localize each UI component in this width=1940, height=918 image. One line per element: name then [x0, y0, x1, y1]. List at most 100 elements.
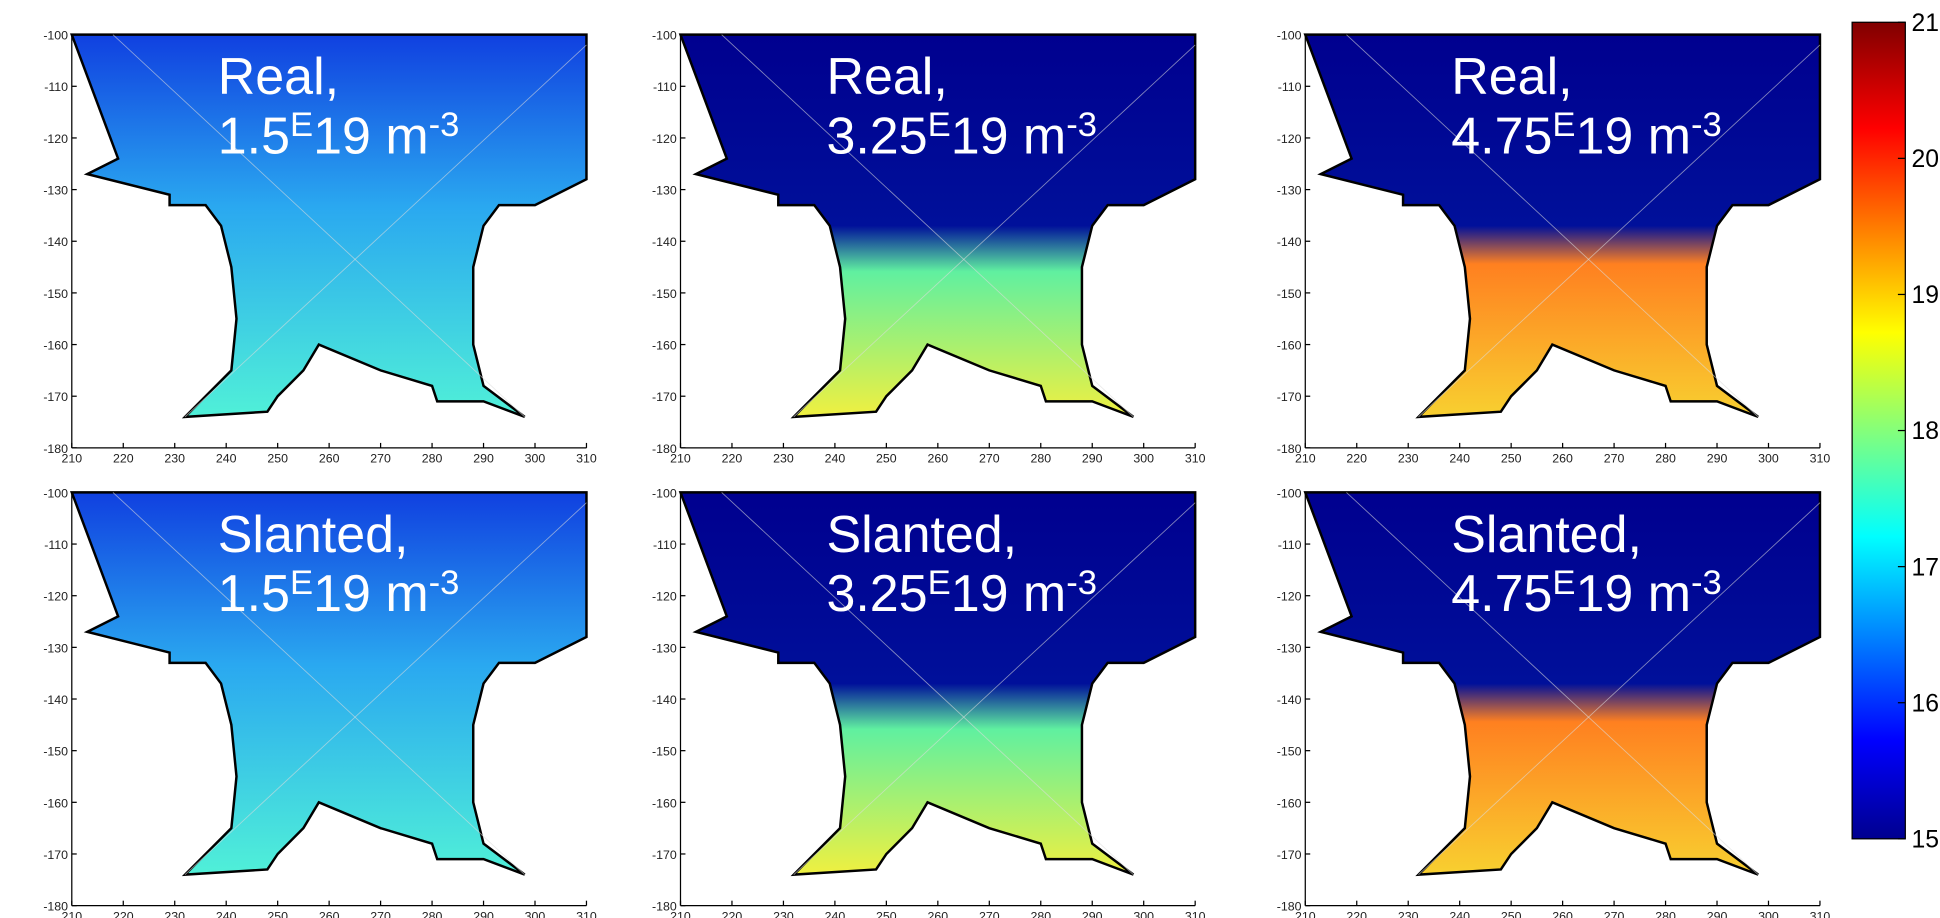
x-tick-label: 310 — [1185, 909, 1206, 918]
y-tick-label: -170 — [652, 390, 677, 404]
y-tick-label: -180 — [652, 900, 677, 914]
y-tick-label: -140 — [43, 693, 68, 707]
x-tick-label: 250 — [876, 909, 897, 918]
y-tick-label: -170 — [43, 848, 68, 862]
y-tick-label: -150 — [1277, 287, 1302, 301]
panel-title: Slanted, — [218, 506, 409, 564]
density-exp: E — [1552, 564, 1575, 602]
density-exp: E — [1552, 106, 1575, 144]
separatrix — [793, 502, 1196, 875]
colorbar-tick-label: 20 — [1912, 146, 1940, 173]
x-tick-label: 250 — [267, 452, 288, 466]
y-tick-label: -150 — [43, 745, 68, 759]
x-tick-label: 250 — [267, 909, 288, 918]
colorbar-tick-label: 17 — [1912, 554, 1940, 581]
density-value: 4.75 — [1451, 107, 1552, 165]
density-value: 1.5 — [218, 107, 290, 165]
x-tick-label: 280 — [422, 909, 443, 918]
y-tick-label: -150 — [652, 745, 677, 759]
colorbar-tick-label: 21 — [1912, 10, 1940, 37]
density-exp: E — [928, 564, 951, 602]
y-tick-label: -160 — [1277, 796, 1302, 810]
x-tick-label: 250 — [1501, 909, 1522, 918]
density-value: 1.5 — [218, 565, 290, 623]
colorbar-tick-label: 15 — [1912, 826, 1940, 853]
density-sup: -3 — [429, 106, 460, 144]
domain-field — [1303, 33, 1822, 419]
x-tick-label: 210 — [1295, 452, 1316, 466]
x-tick-label: 220 — [722, 452, 743, 466]
density-exp: E — [290, 106, 313, 144]
y-tick-label: -110 — [653, 80, 677, 94]
panel-density: 4.75E19 m-3 — [1451, 106, 1722, 165]
panel: 210 220 230 240 250 260 270 280 290 300 310 -100 -11… — [652, 486, 1206, 918]
density-sup: -3 — [429, 564, 460, 602]
y-tick-label: -110 — [44, 538, 68, 552]
y-tick-label: -180 — [1277, 442, 1302, 456]
panel: 210 220 230 240 250 260 270 280 290 300 310 -100 -11… — [1277, 29, 1831, 466]
x-tick-label: 280 — [422, 452, 443, 466]
x-tick-label: 240 — [825, 909, 846, 918]
x-tick-label: 240 — [825, 452, 846, 466]
y-tick-label: -180 — [1277, 900, 1302, 914]
colorbar-tick-label: 19 — [1912, 282, 1940, 309]
x-tick-label: 260 — [319, 452, 340, 466]
separatrix — [184, 44, 587, 418]
y-tick-label: -160 — [652, 339, 677, 353]
y-tick-label: -120 — [652, 132, 677, 146]
x-tick-label: 220 — [1346, 452, 1367, 466]
colorbar — [1851, 21, 1906, 840]
x-tick-label: 270 — [1604, 909, 1625, 918]
x-tick-label: 220 — [113, 909, 134, 918]
y-tick-label: -150 — [652, 287, 677, 301]
x-tick-label: 270 — [370, 452, 391, 466]
density-exp: E — [928, 106, 951, 144]
x-tick-label: 310 — [1810, 452, 1831, 466]
separatrix — [1346, 492, 1759, 875]
x-tick-label: 230 — [1398, 909, 1419, 918]
y-tick-label: -100 — [652, 486, 677, 500]
density-unit: 19 m — [951, 565, 1067, 623]
x-tick-label: 280 — [1655, 909, 1676, 918]
panel: 210 220 230 240 250 260 270 280 290 300 310 -100 -11… — [652, 29, 1206, 466]
x-tick-label: 300 — [525, 452, 546, 466]
y-tick-label: -160 — [1277, 339, 1302, 353]
x-tick-label: 260 — [928, 909, 949, 918]
density-exp: E — [290, 564, 313, 602]
y-tick-label: -140 — [43, 235, 68, 249]
panel-density: 1.5E19 m-3 — [218, 106, 460, 165]
x-tick-label: 300 — [525, 909, 546, 918]
panel-title: Real, — [218, 48, 339, 106]
x-tick-label: 290 — [1082, 909, 1103, 918]
x-tick-label: 290 — [1707, 452, 1728, 466]
density-value: 4.75 — [1451, 565, 1552, 623]
y-tick-label: -140 — [1277, 693, 1302, 707]
x-tick-label: 260 — [319, 909, 340, 918]
density-unit: 19 m — [951, 107, 1067, 165]
panel-title: Real, — [1451, 48, 1572, 106]
y-tick-label: -160 — [652, 796, 677, 810]
separatrix — [1418, 502, 1821, 875]
density-unit: 19 m — [1576, 565, 1692, 623]
x-tick-label: 250 — [876, 452, 897, 466]
y-tick-label: -100 — [1277, 29, 1302, 43]
x-tick-label: 210 — [1295, 909, 1316, 918]
panel-title: Slanted, — [1451, 506, 1642, 564]
x-tick-label: 230 — [1398, 452, 1419, 466]
x-tick-label: 310 — [576, 909, 597, 918]
separatrix — [1418, 44, 1821, 418]
x-tick-label: 290 — [473, 909, 494, 918]
x-tick-label: 220 — [1346, 909, 1367, 918]
y-tick-label: -170 — [1277, 848, 1302, 862]
x-tick-label: 230 — [164, 452, 185, 466]
x-tick-label: 230 — [164, 909, 185, 918]
y-tick-label: -130 — [1277, 641, 1302, 655]
y-tick-label: -150 — [1277, 745, 1302, 759]
density-unit: 19 m — [313, 565, 429, 623]
domain-field — [678, 33, 1197, 419]
y-tick-label: -180 — [43, 900, 68, 914]
y-tick-label: -170 — [43, 390, 68, 404]
y-tick-label: -130 — [652, 641, 677, 655]
y-tick-label: -140 — [1277, 235, 1302, 249]
